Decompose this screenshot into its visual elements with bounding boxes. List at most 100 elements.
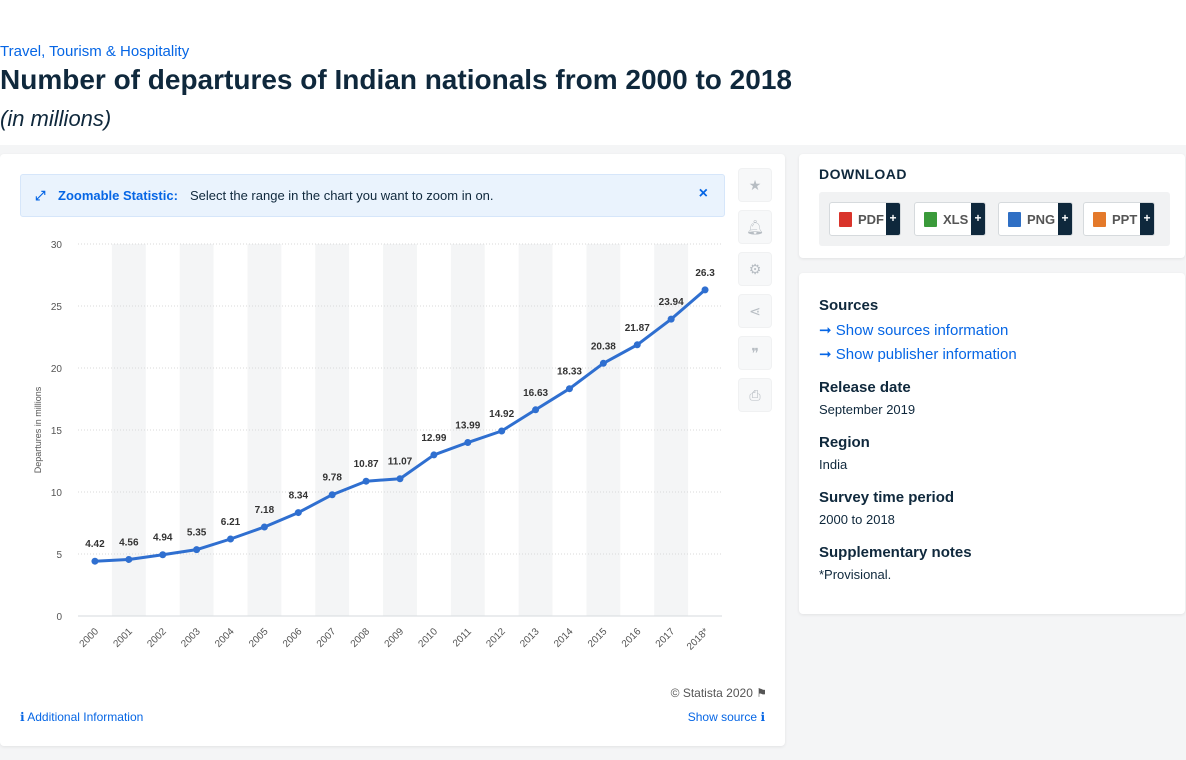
region-heading: Region [819, 434, 870, 451]
y-tick-label: 5 [56, 550, 62, 561]
y-tick-label: 30 [51, 240, 63, 251]
data-point [464, 439, 472, 447]
data-label: 16.63 [523, 388, 548, 399]
data-point [362, 477, 370, 485]
download-png-button[interactable]: PNG + [998, 202, 1073, 236]
data-point [294, 509, 302, 517]
data-point [701, 286, 709, 294]
header-band [0, 0, 1186, 145]
data-label: 6.21 [221, 517, 241, 528]
additional-info-link[interactable]: ℹ Additional Information [20, 710, 144, 724]
data-point [430, 451, 438, 459]
x-tick-label: 2004 [213, 626, 237, 650]
data-label: 5.35 [187, 528, 207, 539]
release-date-heading: Release date [819, 379, 911, 396]
x-tick-label: 2017 [654, 626, 678, 650]
share-icon[interactable]: ⋖ [738, 294, 772, 328]
data-label: 12.99 [421, 433, 446, 444]
expand-icon: ⤢ [35, 188, 46, 203]
x-tick-label: 2009 [383, 626, 407, 650]
bell-icon[interactable]: 🔔︎ [738, 210, 772, 244]
page-subtitle: (in millions) [0, 106, 112, 131]
data-point [227, 535, 235, 543]
x-tick-label: 2018* [685, 626, 711, 652]
x-tick-label: 2012 [484, 626, 508, 650]
arrow-right-icon: ➞ [819, 346, 832, 363]
close-icon[interactable]: × [698, 185, 708, 202]
x-tick-label: 2008 [349, 626, 373, 650]
x-tick-label: 2010 [417, 626, 441, 650]
zoom-banner: ⤢ Zoomable Statistic: Select the range i… [20, 174, 725, 217]
x-tick-label: 2003 [179, 626, 203, 650]
survey-period-value: 2000 to 2018 [819, 512, 895, 527]
data-label: 23.94 [659, 297, 684, 308]
data-point [193, 546, 201, 554]
data-label: 4.42 [85, 539, 105, 550]
data-label: 14.92 [489, 409, 514, 420]
copyright: © Statista 2020 ⚑ [670, 686, 767, 700]
y-tick-label: 15 [51, 426, 63, 437]
x-tick-label: 2016 [620, 626, 644, 650]
show-source-link[interactable]: Show source ℹ [687, 710, 765, 724]
x-tick-label: 2001 [111, 626, 135, 650]
x-tick-label: 2000 [78, 626, 102, 650]
png-file-icon [1008, 212, 1021, 227]
x-tick-label: 2014 [552, 626, 576, 650]
gear-icon[interactable]: ⚙ [738, 252, 772, 286]
plus-icon[interactable]: + [886, 203, 900, 235]
show-publisher-link[interactable]: ➞ Show publisher information [819, 346, 1017, 363]
data-label: 8.34 [289, 491, 309, 502]
line-chart[interactable]: 0 5 10 15 20 25 30 Departures in millions 2000 20… [0, 224, 735, 664]
data-point [91, 557, 99, 565]
xls-file-icon [924, 212, 937, 227]
quote-icon[interactable]: ❞ [738, 336, 772, 370]
breadcrumb[interactable]: Travel, Tourism & Hospitality [0, 43, 190, 60]
print-icon[interactable]: ⎙ [738, 378, 772, 412]
arrow-right-icon: ➞ [819, 322, 832, 339]
plus-icon[interactable]: + [971, 203, 985, 235]
data-label: 21.87 [625, 323, 650, 334]
download-pdf-button[interactable]: PDF + [829, 202, 901, 236]
star-icon[interactable]: ★ [738, 168, 772, 202]
release-date-value: September 2019 [819, 402, 916, 417]
page-title: Number of departures of Indian nationals… [0, 64, 792, 95]
supplementary-notes-value: *Provisional. [819, 567, 892, 582]
column-band [518, 244, 553, 616]
download-card: DOWNLOAD PDF + XLS + PNG + PPT + [799, 154, 1185, 258]
x-tick-label: 2007 [315, 626, 339, 650]
side-toolbar: ★ 🔔︎ ⚙ ⋖ ❞ ⎙ [738, 168, 772, 420]
data-point [328, 491, 336, 499]
column-band [654, 244, 689, 616]
data-label: 4.56 [119, 537, 139, 548]
y-tick-label: 20 [51, 364, 63, 375]
data-point [633, 341, 641, 349]
chart-card: ⤢ Zoomable Statistic: Select the range i… [0, 154, 785, 746]
x-tick-label: 2013 [518, 626, 542, 650]
data-point [565, 385, 573, 393]
plus-icon[interactable]: + [1140, 203, 1154, 235]
data-point [498, 427, 506, 435]
data-label: 9.78 [322, 473, 342, 484]
data-label: 10.87 [354, 459, 379, 470]
show-sources-link[interactable]: ➞ Show sources information [819, 322, 1009, 339]
data-label: 4.94 [153, 533, 173, 544]
download-xls-button[interactable]: XLS + [914, 202, 986, 236]
data-label: 7.18 [255, 505, 275, 516]
x-tick-label: 2002 [145, 626, 169, 650]
data-point [159, 551, 167, 559]
x-tick-label: 2006 [281, 626, 305, 650]
region-value: India [819, 457, 848, 472]
data-point [667, 315, 675, 323]
column-band [315, 244, 350, 616]
pdf-file-icon [839, 212, 852, 227]
download-title: DOWNLOAD [819, 166, 907, 182]
plus-icon[interactable]: + [1058, 203, 1072, 235]
download-ppt-button[interactable]: PPT + [1083, 202, 1155, 236]
info-icon: ℹ [20, 710, 25, 724]
sources-heading: Sources [819, 297, 879, 314]
y-tick-label: 0 [56, 612, 62, 623]
flag-icon[interactable]: ⚑ [756, 686, 767, 700]
download-buttons: PDF + XLS + PNG + PPT + [819, 192, 1170, 246]
data-point [396, 475, 404, 483]
survey-period-heading: Survey time period [819, 489, 955, 506]
